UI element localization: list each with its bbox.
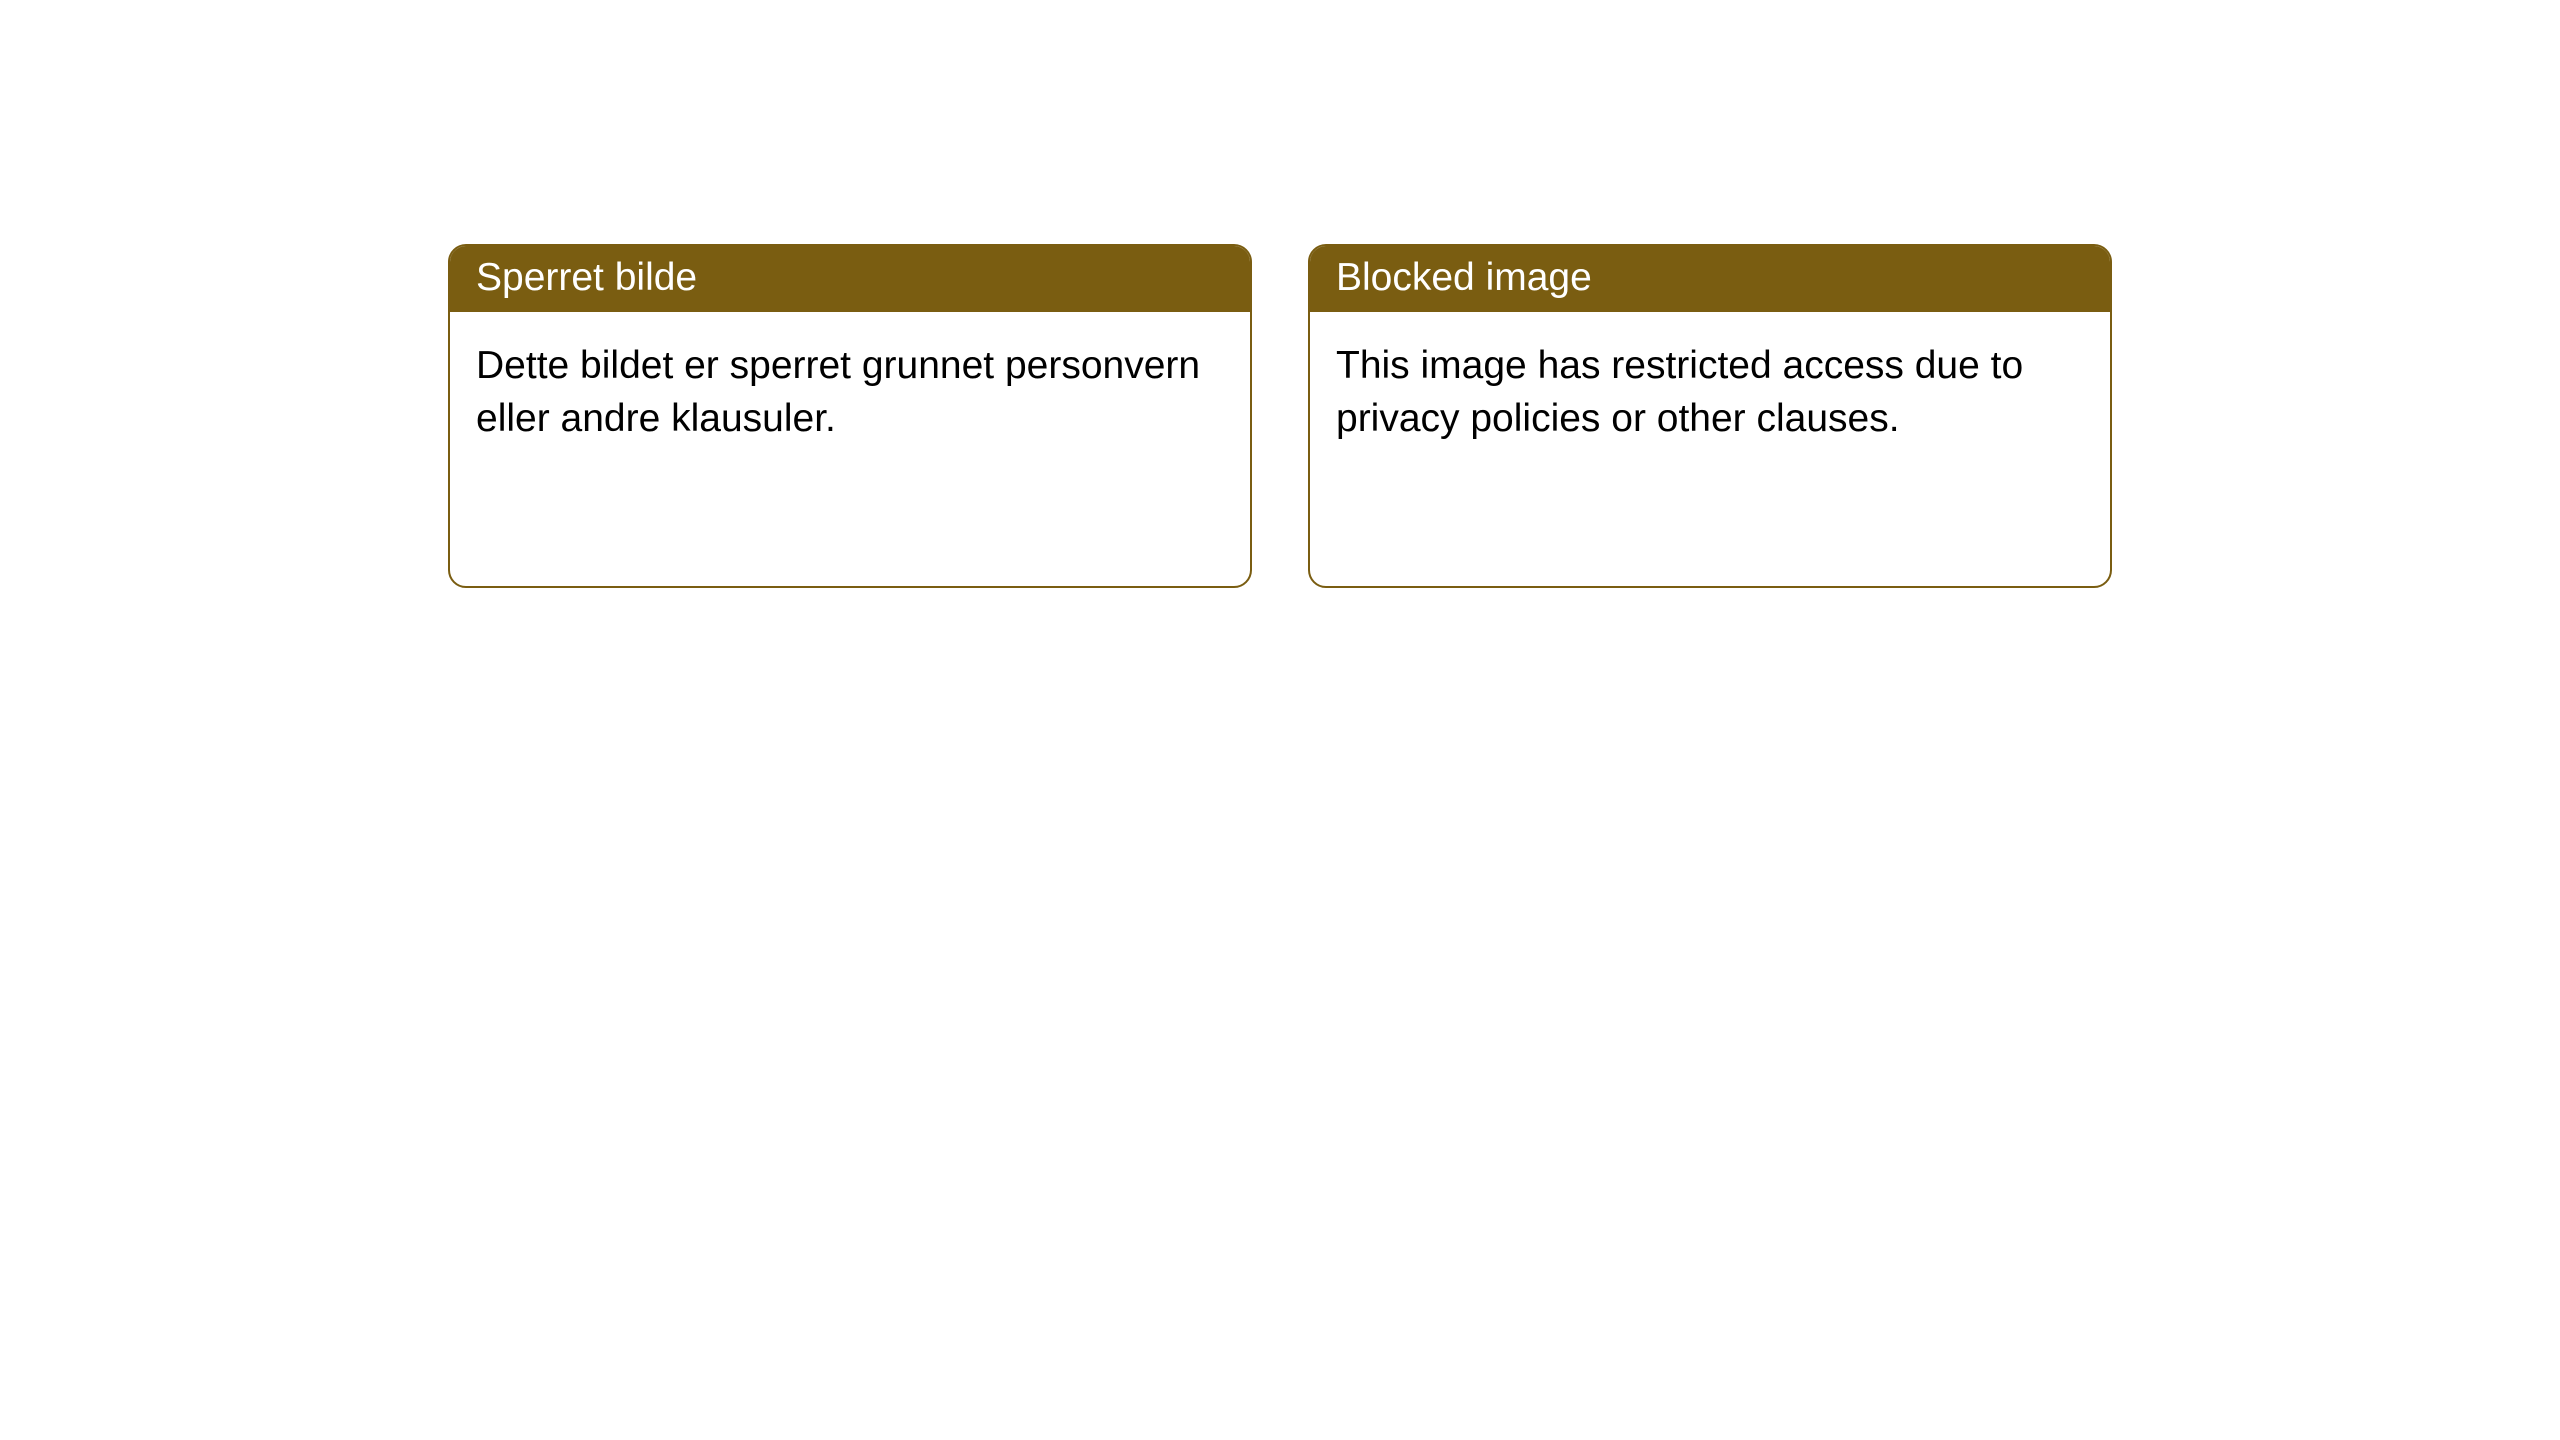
card-header: Sperret bilde [450,246,1250,312]
card-body: Dette bildet er sperret grunnet personve… [450,312,1250,586]
notice-card-norwegian: Sperret bilde Dette bildet er sperret gr… [448,244,1252,588]
notice-card-english: Blocked image This image has restricted … [1308,244,2112,588]
card-body: This image has restricted access due to … [1310,312,2110,586]
card-header: Blocked image [1310,246,2110,312]
notice-container: Sperret bilde Dette bildet er sperret gr… [0,0,2560,588]
